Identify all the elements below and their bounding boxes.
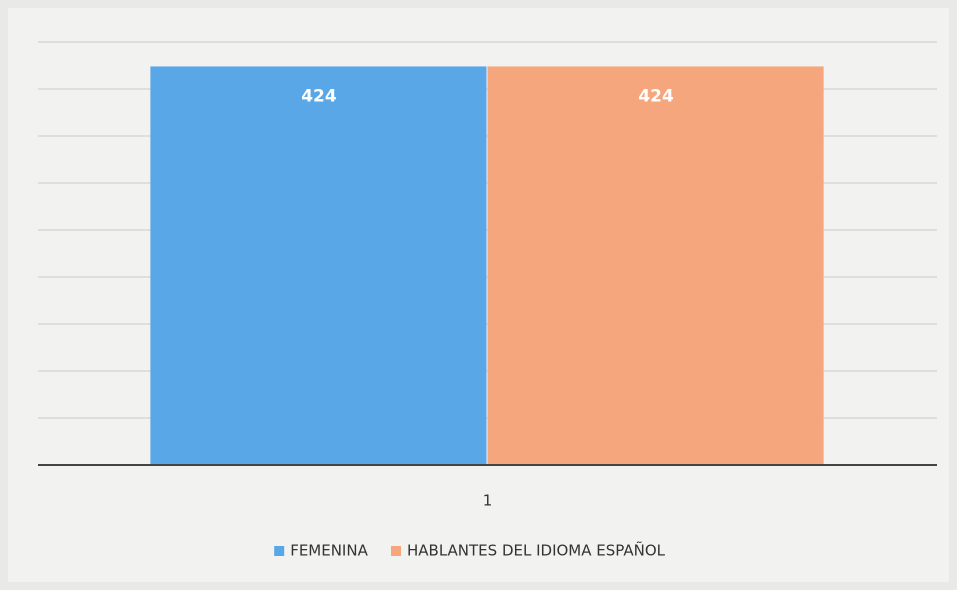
x-tick-label: 1: [483, 492, 493, 510]
legend-label: HABLANTES DEL IDIOMA ESPAÑOL: [407, 541, 666, 560]
legend-swatch: [391, 546, 401, 556]
data-label: 424: [638, 86, 674, 106]
legend-label: FEMENINA: [290, 542, 368, 560]
bar: [487, 66, 824, 465]
legend-swatch: [274, 546, 285, 556]
bar: [150, 66, 487, 465]
data-label: 424: [301, 86, 337, 106]
